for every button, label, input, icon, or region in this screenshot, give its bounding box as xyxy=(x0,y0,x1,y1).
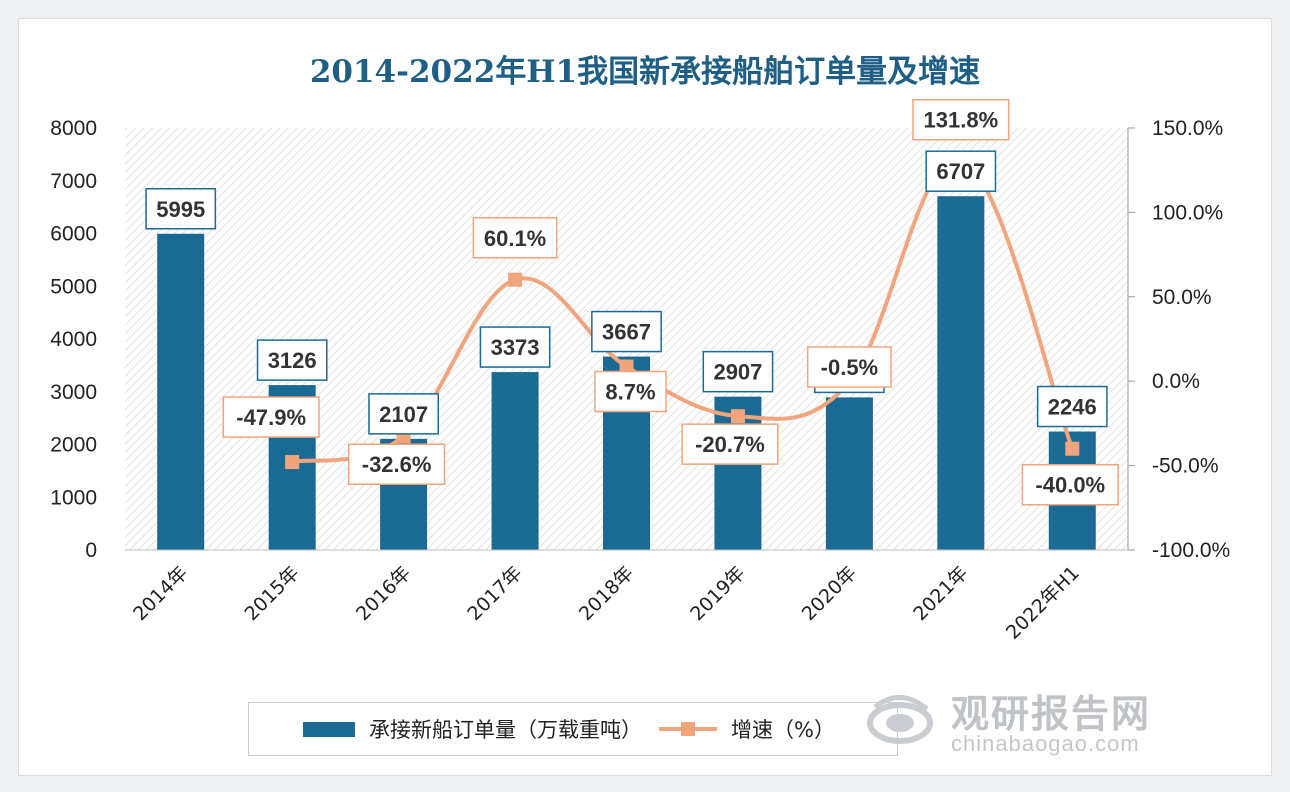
growth-label-8: -40.0% xyxy=(1035,473,1105,498)
growth-marker-4 xyxy=(619,359,634,374)
growth-marker-3 xyxy=(508,272,523,287)
bar-value-label-7: 6707 xyxy=(936,159,985,184)
bar-7 xyxy=(937,196,985,550)
right-tick-label: -50.0% xyxy=(1152,455,1219,478)
bar-value-label-0-box xyxy=(145,188,217,230)
x-tick-label: 2018年 xyxy=(575,562,638,625)
growth-label-4: 8.7% xyxy=(605,380,655,405)
legend-line-label: 增速（%） xyxy=(731,718,835,742)
bar-value-label-2: 2107 xyxy=(379,402,428,427)
bar-value-label-5: 2907 xyxy=(713,360,762,385)
legend-item-line: 增速（%） xyxy=(659,713,835,745)
right-tick-label: 150.0% xyxy=(1152,117,1223,140)
watermark: 观研报告网 chinabaogao.com xyxy=(865,683,1195,763)
bar-value-label-8-box xyxy=(1036,385,1108,428)
growth-label-6-box xyxy=(806,346,892,388)
growth-label-5-box xyxy=(681,423,779,465)
watermark-logo-icon xyxy=(867,695,933,744)
growth-label-7-box xyxy=(912,98,1010,141)
bar-value-label-0: 5995 xyxy=(156,197,205,222)
growth-label-3: 60.1% xyxy=(484,226,546,251)
bar-value-label-7-box xyxy=(925,150,997,192)
watermark-name: 观研报告网 xyxy=(951,692,1152,736)
growth-label-3-box xyxy=(472,217,558,259)
right-tick-label: 100.0% xyxy=(1152,201,1223,224)
growth-label-1: -47.9% xyxy=(236,405,306,430)
growth-marker-8 xyxy=(1065,441,1080,456)
bar-value-label-4: 3667 xyxy=(602,320,651,345)
bar-value-label-3-box xyxy=(479,326,551,368)
legend-bar-label: 承接新船订单量（万载重吨） xyxy=(369,718,642,742)
x-tick-label: 2015年 xyxy=(241,562,304,625)
growth-marker-1 xyxy=(285,455,300,470)
left-tick-label: 7000 xyxy=(50,170,97,193)
legend-line-swatch xyxy=(659,721,717,737)
bar-value-label-5-box xyxy=(702,350,774,393)
x-tick-label: 2014年 xyxy=(129,562,192,625)
left-tick-label: 3000 xyxy=(50,381,97,404)
growth-label-7: 131.8% xyxy=(924,108,999,133)
growth-label-1-box xyxy=(222,396,320,438)
legend: 承接新船订单量（万载重吨） 增速（%） xyxy=(248,702,898,756)
bar-6 xyxy=(825,397,873,550)
bar-value-label-1-box xyxy=(256,339,328,381)
watermark-site: chinabaogao.com xyxy=(951,731,1140,756)
x-tick-label: 2019年 xyxy=(686,562,749,625)
growth-marker-5 xyxy=(730,409,745,424)
growth-label-2-box xyxy=(348,443,446,485)
bar-3 xyxy=(491,372,539,550)
right-tick-label: 0.0% xyxy=(1152,370,1200,393)
x-tick-label: 2021年 xyxy=(909,562,972,625)
left-tick-label: 5000 xyxy=(50,275,97,298)
x-tick-label: 2022年H1 xyxy=(1002,562,1084,644)
growth-label-6: -0.5% xyxy=(821,355,878,380)
growth-label-8-box xyxy=(1021,463,1119,506)
left-tick-label: 6000 xyxy=(50,223,97,246)
x-tick-label: 2017年 xyxy=(463,562,526,625)
bar-value-label-2-box xyxy=(368,393,440,435)
left-tick-label: 1000 xyxy=(50,486,97,509)
bar-value-label-8: 2246 xyxy=(1048,395,1097,420)
bar-value-label-3: 3373 xyxy=(491,335,540,360)
growth-label-5: -20.7% xyxy=(695,432,765,457)
bar-value-label-4-box xyxy=(591,310,662,353)
left-tick-label: 4000 xyxy=(50,328,97,351)
growth-label-4-box xyxy=(594,370,667,413)
legend-item-bar: 承接新船订单量（万载重吨） xyxy=(303,713,642,745)
bar-value-label-1: 3126 xyxy=(268,348,317,373)
bar-0 xyxy=(157,233,205,551)
right-tick-label: 50.0% xyxy=(1152,286,1212,309)
growth-label-2: -32.6% xyxy=(362,452,432,477)
left-tick-label: 8000 xyxy=(50,117,97,140)
right-tick-label: -100.0% xyxy=(1152,539,1230,562)
legend-bar-swatch xyxy=(303,721,355,737)
x-tick-label: 2020年 xyxy=(798,562,861,625)
left-tick-label: 2000 xyxy=(50,434,97,457)
chart-title: 2014-2022年H1我国新承接船舶订单量及增速 xyxy=(309,54,981,90)
x-tick-label: 2016年 xyxy=(352,562,415,625)
left-tick-label: 0 xyxy=(85,539,97,562)
